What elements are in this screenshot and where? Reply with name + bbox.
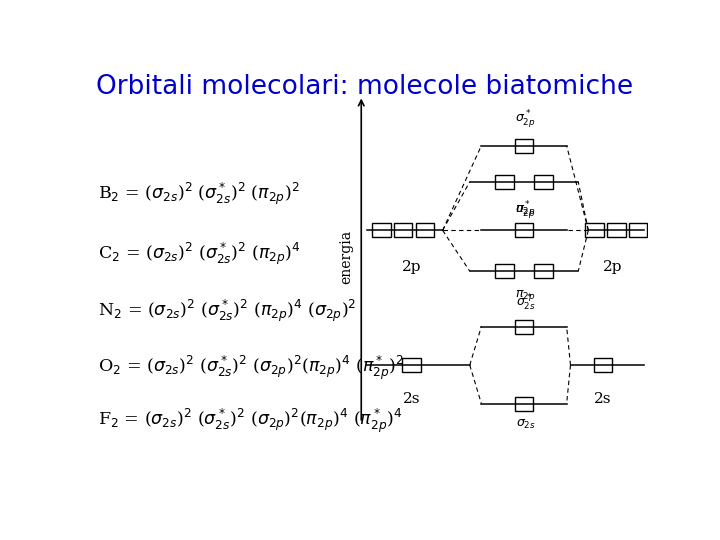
Bar <box>515 224 534 237</box>
Text: $\sigma_{2s}$: $\sigma_{2s}$ <box>516 417 536 430</box>
Text: Orbitali molecolari: molecole biatomiche: Orbitali molecolari: molecole biatomiche <box>96 74 634 100</box>
Bar <box>515 139 534 153</box>
Text: $\pi_{2p}$: $\pi_{2p}$ <box>516 288 536 303</box>
Text: energia: energia <box>340 230 354 285</box>
Text: 2p: 2p <box>402 260 421 274</box>
Bar <box>495 175 514 189</box>
Text: 2p: 2p <box>603 260 623 274</box>
Text: C$_2$ = ($\sigma_{2s}$)$^2$ ($\sigma_{2s}^*$)$^2$ ($\pi_{2p}$)$^4$: C$_2$ = ($\sigma_{2s}$)$^2$ ($\sigma_{2s… <box>98 240 300 267</box>
Text: $\sigma^*_{2p}$: $\sigma^*_{2p}$ <box>516 108 536 130</box>
Bar <box>495 264 514 278</box>
Bar <box>534 264 553 278</box>
Bar <box>515 397 534 410</box>
Bar <box>372 224 391 237</box>
Bar <box>394 224 413 237</box>
Text: 2s: 2s <box>403 392 420 406</box>
Bar <box>515 320 534 334</box>
Bar <box>594 358 612 372</box>
Bar <box>534 175 553 189</box>
Text: 2s: 2s <box>594 392 612 406</box>
Bar <box>415 224 434 237</box>
Bar <box>607 224 626 237</box>
Bar <box>629 224 647 237</box>
Text: B$_2$ = ($\sigma_{2s}$)$^2$ ($\sigma_{2s}^*$)$^2$ ($\pi_{2p}$)$^2$: B$_2$ = ($\sigma_{2s}$)$^2$ ($\sigma_{2s… <box>98 181 300 207</box>
Bar <box>585 224 604 237</box>
Text: N$_2$ = ($\sigma_{2s}$)$^2$ ($\sigma_{2s}^*$)$^2$ ($\pi_{2p}$)$^4$ ($\sigma_{2p}: N$_2$ = ($\sigma_{2s}$)$^2$ ($\sigma_{2s… <box>98 298 356 325</box>
Text: $\pi^*_{2p}$: $\pi^*_{2p}$ <box>516 199 536 221</box>
Text: F$_2$ = ($\sigma_{2s}$)$^2$ ($\sigma_{2s}^*$)$^2$ ($\sigma_{2p}$)$^2$($\pi_{2p}$: F$_2$ = ($\sigma_{2s}$)$^2$ ($\sigma_{2s… <box>98 407 402 435</box>
Text: $\sigma_{2p}$: $\sigma_{2p}$ <box>516 203 536 218</box>
Text: O$_2$ = ($\sigma_{2s}$)$^2$ ($\sigma_{2s}^*$)$^2$ ($\sigma_{2p}$)$^2$($\pi_{2p}$: O$_2$ = ($\sigma_{2s}$)$^2$ ($\sigma_{2s… <box>98 353 404 382</box>
Bar <box>402 358 421 372</box>
Text: $\sigma^*_{2s}$: $\sigma^*_{2s}$ <box>516 293 536 313</box>
